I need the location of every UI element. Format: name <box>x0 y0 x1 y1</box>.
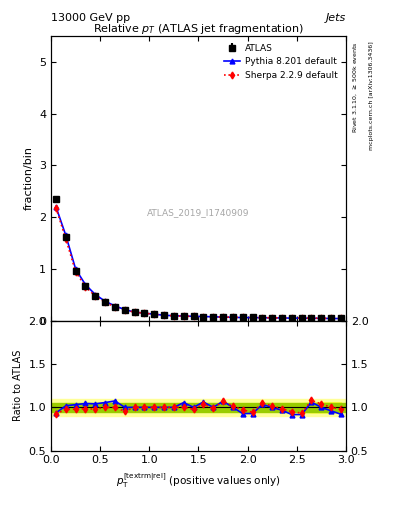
Text: ATLAS_2019_I1740909: ATLAS_2019_I1740909 <box>147 208 250 217</box>
X-axis label: $p_{\rm T}^{\rm [textrm|rel]}$ (positive values only): $p_{\rm T}^{\rm [textrm|rel]}$ (positive… <box>116 471 281 489</box>
Text: Jets: Jets <box>325 13 346 23</box>
Text: Rivet 3.1.10, $\geq$ 500k events: Rivet 3.1.10, $\geq$ 500k events <box>352 41 359 134</box>
Title: Relative $p_{T}$ (ATLAS jet fragmentation): Relative $p_{T}$ (ATLAS jet fragmentatio… <box>93 22 304 36</box>
Bar <box>51 399 346 416</box>
Y-axis label: Ratio to ATLAS: Ratio to ATLAS <box>13 350 23 421</box>
Bar <box>51 403 346 412</box>
Y-axis label: fraction/bin: fraction/bin <box>24 146 33 210</box>
Legend: ATLAS, Pythia 8.201 default, Sherpa 2.2.9 default: ATLAS, Pythia 8.201 default, Sherpa 2.2.… <box>220 40 342 83</box>
Text: 13000 GeV pp: 13000 GeV pp <box>51 13 130 23</box>
Text: mcplots.cern.ch [arXiv:1306.3436]: mcplots.cern.ch [arXiv:1306.3436] <box>369 41 375 151</box>
